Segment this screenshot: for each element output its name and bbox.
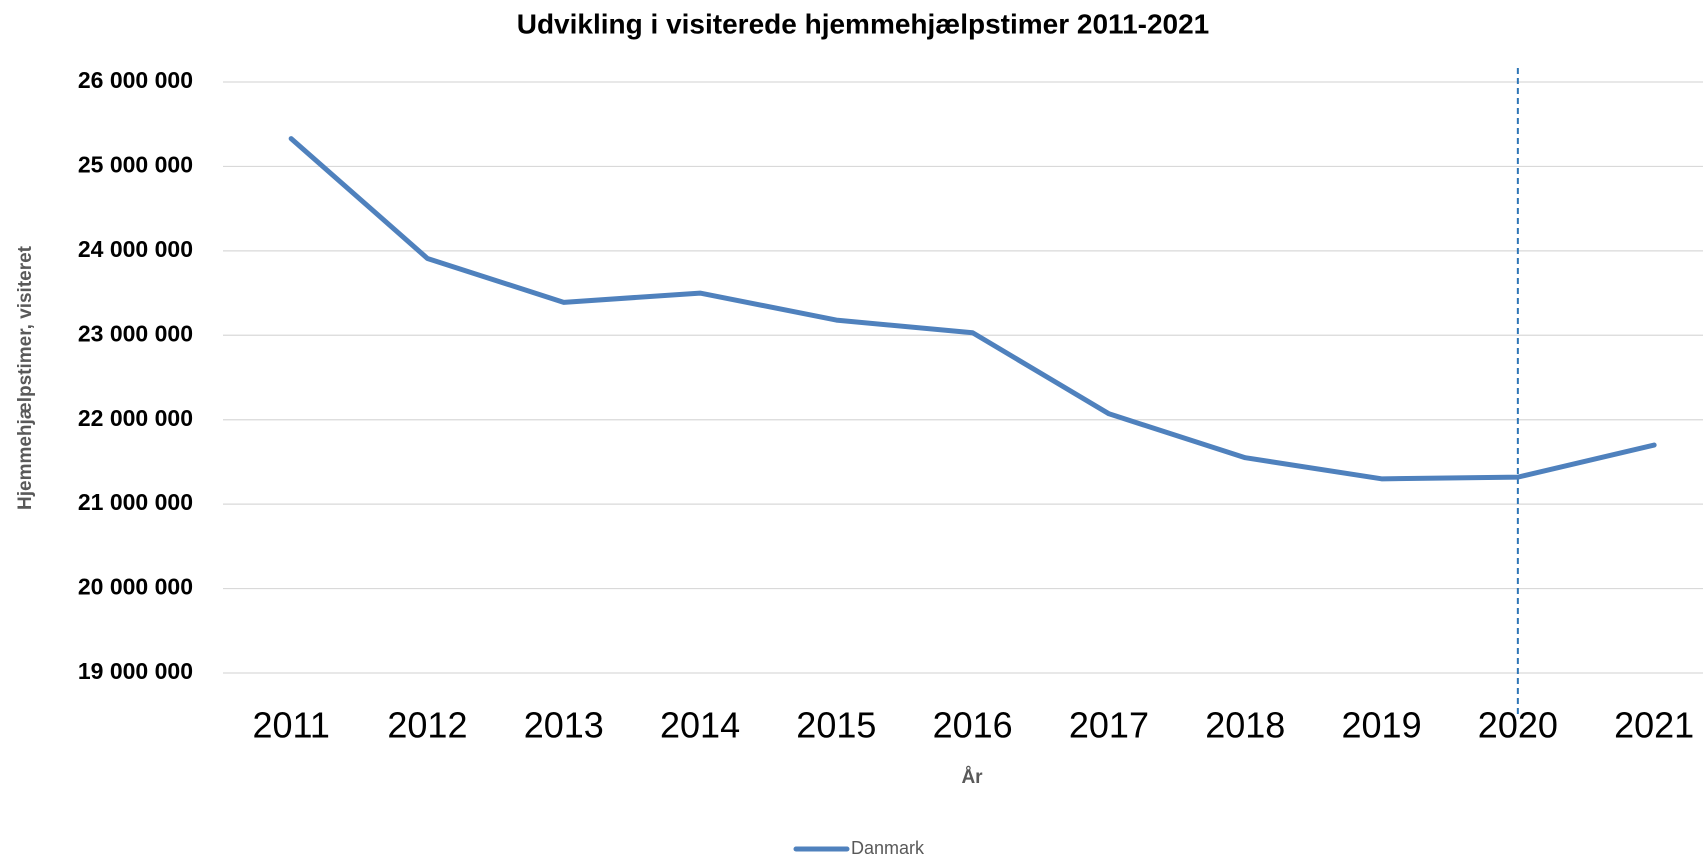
y-axis-label: Hjemmehjælpstimer, visiteret — [15, 245, 36, 510]
chart-title: Udvikling i visiterede hjemmehjælpstimer… — [517, 8, 1210, 39]
x-tick-label: 2014 — [660, 705, 740, 746]
x-tick-label: 2013 — [524, 705, 604, 746]
data-line — [288, 136, 1657, 482]
x-axis-label: År — [961, 767, 983, 788]
y-tick-label: 21 000 000 — [78, 489, 193, 515]
x-tick-label: 2016 — [933, 705, 1013, 746]
x-tick-label: 2021 — [1614, 705, 1694, 746]
y-tick-label: 26 000 000 — [78, 67, 193, 93]
x-tick-label: 2012 — [387, 705, 467, 746]
legend-label: Danmark — [851, 838, 925, 858]
x-tick-label: 2017 — [1069, 705, 1149, 746]
y-tick-label: 25 000 000 — [78, 152, 193, 178]
y-tick-label: 22 000 000 — [78, 405, 193, 431]
x-tick-label: 2011 — [252, 705, 329, 746]
x-tick-label: 2018 — [1205, 705, 1285, 746]
x-tick-label: 2019 — [1342, 705, 1422, 746]
x-tick-label: 2015 — [796, 705, 876, 746]
y-tick-label: 24 000 000 — [78, 236, 193, 262]
y-tick-label: 19 000 000 — [78, 658, 193, 684]
y-tick-label: 23 000 000 — [78, 320, 193, 346]
y-tick-label: 20 000 000 — [78, 574, 193, 600]
